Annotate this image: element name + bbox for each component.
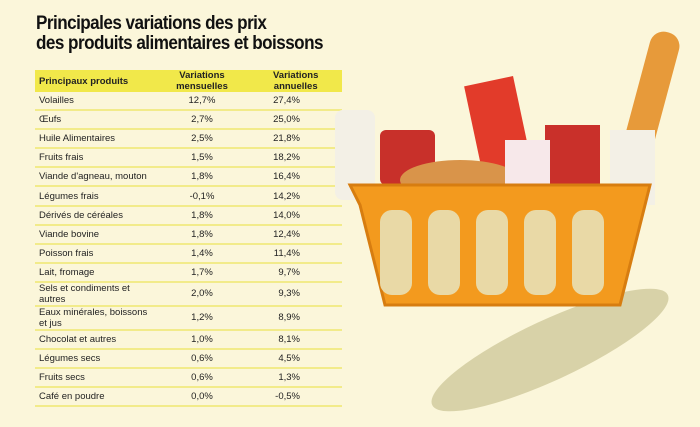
- cell-annual: 14,2%: [249, 186, 342, 207]
- yogurt: [505, 140, 550, 185]
- table-row: Volailles 12,7% 27,4%: [35, 92, 342, 112]
- cell-annual: 14,0%: [249, 205, 342, 226]
- table-row: Fruits frais 1,5% 18,2%: [35, 148, 342, 169]
- table-row: Dérivés de céréales 1,8% 14,0%: [35, 205, 342, 226]
- cell-monthly: 1,0%: [154, 329, 250, 351]
- table-row: Viande d'agneau, mouton 1,8% 16,4%: [35, 167, 342, 188]
- cell-monthly: 2,7%: [154, 110, 250, 131]
- cell-annual: 8,1%: [249, 329, 342, 351]
- table-row: Œufs 2,7% 25,0%: [35, 110, 342, 131]
- cell-product: Fruits frais: [35, 148, 155, 169]
- cell-annual: 9,7%: [249, 262, 342, 283]
- cell-product: Sels et condiments et autres: [35, 281, 155, 307]
- table-row: Café en poudre 0,0% -0,5%: [35, 387, 342, 408]
- cell-product: Dérivés de céréales: [35, 205, 155, 226]
- cell-monthly: 1,8%: [154, 224, 250, 245]
- cell-monthly: 12,7%: [154, 92, 250, 112]
- cell-product: Poisson frais: [35, 243, 155, 264]
- cell-monthly: 0,0%: [154, 387, 250, 408]
- title-line-1: Principales variations des prix: [36, 13, 267, 34]
- cell-monthly: 1,8%: [154, 167, 250, 188]
- cell-annual: 25,0%: [249, 110, 342, 131]
- cell-monthly: 0,6%: [154, 368, 250, 389]
- table-row: Légumes frais -0,1% 14,2%: [35, 186, 342, 207]
- cell-product: Eaux minérales, boissons et jus: [35, 305, 155, 331]
- cell-monthly: 1,5%: [154, 148, 250, 169]
- header-monthly: Variations mensuelles: [154, 70, 250, 92]
- table-row: Chocolat et autres 1,0% 8,1%: [35, 329, 342, 351]
- cell-product: Œufs: [35, 110, 155, 131]
- table-row: Lait, fromage 1,7% 9,7%: [35, 262, 342, 283]
- cell-annual: 9,3%: [249, 281, 342, 307]
- cell-annual: 1,3%: [249, 368, 342, 389]
- cell-product: Légumes frais: [35, 186, 155, 207]
- table-row: Viande bovine 1,8% 12,4%: [35, 224, 342, 245]
- cell-annual: 16,4%: [249, 167, 342, 188]
- cell-monthly: 2,0%: [154, 281, 250, 307]
- grocery-basket-illustration: [335, 31, 680, 412]
- cell-product: Volailles: [35, 92, 155, 112]
- price-variations-table: Principaux produits Variations mensuelle…: [35, 70, 342, 408]
- cell-monthly: 1,7%: [154, 262, 250, 283]
- basket-shadow: [431, 288, 669, 412]
- table-header: Principaux produits Variations mensuelle…: [35, 70, 342, 92]
- cell-product: Légumes secs: [35, 349, 155, 370]
- cell-monthly: 2,5%: [154, 129, 250, 150]
- header-annual: Variations annuelles: [249, 70, 342, 92]
- cell-product: Viande bovine: [35, 224, 155, 245]
- cell-annual: 8,9%: [249, 305, 342, 331]
- cell-monthly: 1,4%: [154, 243, 250, 264]
- milk-bottle: [335, 110, 375, 200]
- cell-annual: 21,8%: [249, 129, 342, 150]
- table-row: Eaux minérales, boissons et jus 1,2% 8,9%: [35, 305, 342, 331]
- table-row: Sels et condiments et autres 2,0% 9,3%: [35, 281, 342, 307]
- table-row: Huile Alimentaires 2,5% 21,8%: [35, 129, 342, 150]
- cell-annual: 12,4%: [249, 224, 342, 245]
- table-row: Fruits secs 0,6% 1,3%: [35, 368, 342, 389]
- cell-monthly: 1,8%: [154, 205, 250, 226]
- cell-product: Viande d'agneau, mouton: [35, 167, 155, 188]
- cell-annual: -0,5%: [249, 387, 342, 408]
- cell-product: Lait, fromage: [35, 262, 155, 283]
- cell-monthly: 0,6%: [154, 349, 250, 370]
- cell-monthly: 1,2%: [154, 305, 250, 331]
- can: [545, 125, 600, 195]
- cell-annual: 18,2%: [249, 148, 342, 169]
- cell-product: Fruits secs: [35, 368, 155, 389]
- table-row: Poisson frais 1,4% 11,4%: [35, 243, 342, 264]
- cell-product: Café en poudre: [35, 387, 155, 408]
- cell-monthly: -0,1%: [154, 186, 250, 207]
- header-products: Principaux produits: [35, 70, 155, 92]
- title-line-2: des produits alimentaires et boissons: [36, 33, 323, 54]
- cell-product: Huile Alimentaires: [35, 129, 155, 150]
- cell-product: Chocolat et autres: [35, 329, 155, 351]
- infographic-title: Principales variations des prix des prod…: [36, 14, 323, 54]
- cell-annual: 11,4%: [249, 243, 342, 264]
- cell-annual: 27,4%: [249, 92, 342, 112]
- table-row: Légumes secs 0,6% 4,5%: [35, 349, 342, 370]
- cell-annual: 4,5%: [249, 349, 342, 370]
